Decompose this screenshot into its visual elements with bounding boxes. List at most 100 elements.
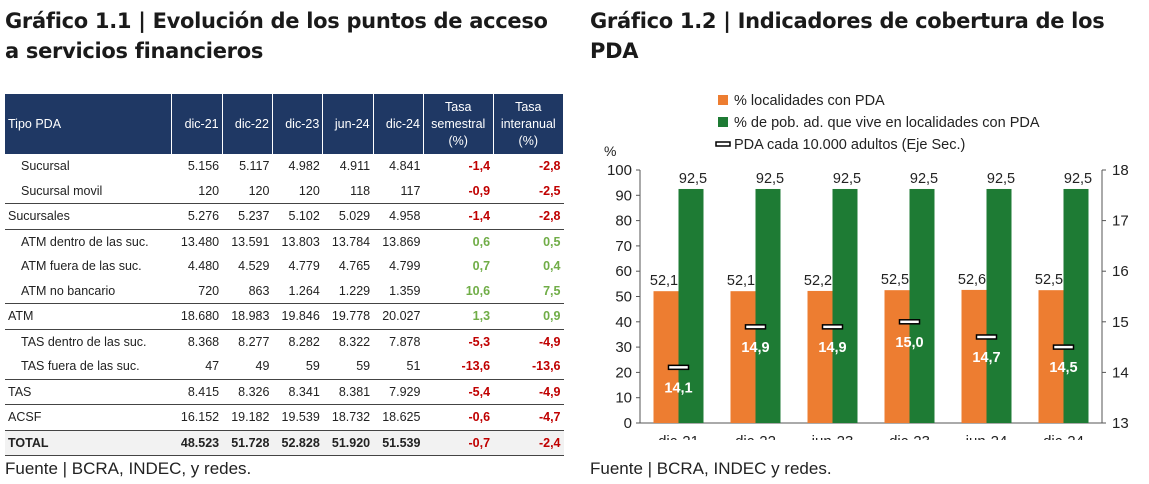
- cell-tasa-semestral: -0,9: [423, 178, 494, 204]
- cell-value: 1.359: [373, 278, 424, 304]
- cell-value: 51.539: [373, 430, 424, 456]
- cell-tasa-semestral: 0,6: [472, 234, 491, 249]
- row-label: ACSF: [5, 404, 172, 431]
- header-tasa-interanual: Tasa interanual (%): [493, 94, 565, 154]
- marker-pda-adultos: [975, 334, 998, 340]
- y2-tick-label: 13: [1112, 415, 1129, 432]
- table-row: Sucursal movil 120 120 120 118 117 -0,9 -2,5: [5, 178, 564, 204]
- cell-tasa-semestral: -5,4: [423, 379, 494, 405]
- cell-tasa-semestral: -13,6: [423, 354, 494, 380]
- bar-label-poblacion: 92,5: [1064, 171, 1092, 187]
- bar-poblacion: [832, 188, 858, 423]
- left-panel: Gráfico 1.1 | Evolución de los puntos de…: [5, 0, 565, 66]
- cell-value: 59: [272, 354, 323, 380]
- bar-poblacion: [909, 188, 935, 423]
- y-tick-label: 10: [615, 390, 632, 407]
- coverage-chart: % localidades con PDA % de pob. ad. que v…: [604, 93, 1129, 440]
- header-tasa-interanual-line3: (%): [518, 133, 538, 148]
- header-dic-22: dic-22: [222, 94, 273, 154]
- x-tick-label: dic-22: [735, 433, 776, 440]
- cell-value: 4.529: [238, 259, 270, 274]
- legend-label-3: PDA cada 10.000 adultos (Eje Sec.): [734, 137, 965, 153]
- table-row: TAS 8.415 8.326 8.341 8.381 7.929 -5,4 -4,9: [5, 379, 564, 405]
- y2-tick-label: 14: [1112, 364, 1129, 381]
- cell-tasa-interanual: 0,5: [543, 234, 561, 249]
- cell-value: 8.368: [187, 334, 220, 349]
- cell-value: 4.765: [338, 259, 371, 274]
- y2-tick-label: 15: [1112, 314, 1129, 331]
- row-label: Sucursal movil: [5, 178, 172, 204]
- table-row: ATM no bancario 720 863 1.264 1.229 1.359 10,6…: [5, 278, 564, 304]
- bar-poblacion: [1063, 188, 1089, 423]
- table-row: TAS fuera de las suc. 47 49 59 59 51 -13,6 -13,…: [5, 354, 564, 380]
- header-tasa-semestral-line2: semestral: [431, 116, 486, 131]
- cell-value: 4.779: [288, 259, 320, 274]
- cell-value: 19.846: [272, 303, 323, 330]
- cell-tasa-semestral: 10,6: [423, 278, 494, 304]
- cell-tasa-interanual: -2,8: [493, 203, 564, 230]
- cell-value: 720: [171, 278, 223, 304]
- legend-swatch-1: [718, 95, 728, 105]
- cell-tasa-interanual: 0,9: [493, 303, 564, 330]
- row-label: Sucursal: [21, 159, 70, 174]
- cell-value: 8.282: [288, 334, 320, 349]
- row-label: TAS: [5, 379, 172, 405]
- bar-localidades: [961, 289, 987, 423]
- cell-value: 51: [373, 354, 424, 380]
- bar-localidades: [884, 290, 910, 423]
- legend-swatch-3: [715, 141, 731, 147]
- marker-pda-adultos: [1052, 344, 1075, 350]
- cell-value: 18.680: [171, 303, 223, 330]
- marker-label-pda-adultos: 14,9: [741, 340, 769, 356]
- bar-label-poblacion: 92,5: [910, 171, 938, 187]
- cell-tasa-semestral: -0,7: [423, 430, 494, 456]
- bar-label-localidades: 52,1: [650, 273, 678, 289]
- cell-tasa-semestral: -1,4: [423, 203, 494, 230]
- y-tick-label: 0: [624, 415, 632, 432]
- header-tasa-semestral-line3: (%): [448, 133, 468, 148]
- cell-value: 8.341: [272, 379, 323, 405]
- table-row: TAS dentro de las suc. 8.368 8.277 8.282 8.3…: [5, 329, 564, 354]
- cell-tasa-semestral: 1,3: [423, 303, 494, 330]
- cell-value: 16.152: [171, 404, 223, 431]
- cell-value: 13.803: [281, 234, 320, 249]
- legend-swatch-2: [718, 117, 728, 127]
- cell-value: 117: [373, 178, 424, 204]
- cell-value: 18.732: [322, 404, 374, 431]
- header-tipo-pda: Tipo PDA: [5, 94, 173, 154]
- header-dic-21: dic-21: [171, 94, 223, 154]
- marker-pda-adultos: [744, 324, 767, 330]
- table-row: TOTAL 48.523 51.728 52.828 51.920 51.539 -0,7-…: [5, 430, 564, 456]
- pda-table: Tipo PDA dic-21 dic-22 dic-23 jun-24 dic…: [5, 94, 565, 456]
- cell-value: 18.983: [222, 303, 273, 330]
- row-label: ATM: [5, 303, 172, 330]
- y-tick-label: 100: [607, 162, 632, 179]
- table-row: ACSF 16.152 19.182 19.539 18.732 18.625 -0,6 -4…: [5, 404, 564, 431]
- bar-label-poblacion: 92,5: [756, 171, 784, 187]
- header-jun-24: jun-24: [322, 94, 374, 154]
- bar-label-localidades: 52,6: [958, 272, 986, 288]
- cell-tasa-interanual: -2,5: [493, 178, 564, 204]
- cell-value: 4.982: [288, 159, 320, 174]
- row-label: TOTAL: [5, 430, 172, 456]
- cell-value: 5.276: [171, 203, 223, 230]
- y-tick-label: 90: [615, 187, 632, 204]
- left-chart-title: Gráfico 1.1 | Evolución de los puntos de…: [5, 9, 548, 63]
- x-tick-label: dic-23: [889, 433, 930, 440]
- cell-value: 19.182: [222, 404, 273, 431]
- row-label: ATM no bancario: [5, 278, 172, 304]
- row-label: TAS dentro de las suc.: [21, 334, 147, 349]
- cell-value: 13.480: [180, 234, 220, 249]
- cell-value: 19.539: [272, 404, 323, 431]
- cell-value: 51.728: [222, 430, 273, 456]
- cell-tasa-interanual: -4,7: [493, 404, 564, 431]
- cell-tasa-interanual: -4,9: [538, 334, 561, 349]
- cell-value: 5.156: [187, 159, 220, 174]
- cell-value: 8.277: [238, 334, 270, 349]
- bar-localidades: [807, 290, 833, 423]
- row-label: TAS fuera de las suc.: [5, 354, 172, 380]
- bar-label-localidades: 52,1: [727, 273, 755, 289]
- x-tick-label: jun-24: [965, 433, 1008, 440]
- header-tasa-interanual-line2: interanual: [500, 116, 556, 131]
- cell-value: 8.415: [171, 379, 223, 405]
